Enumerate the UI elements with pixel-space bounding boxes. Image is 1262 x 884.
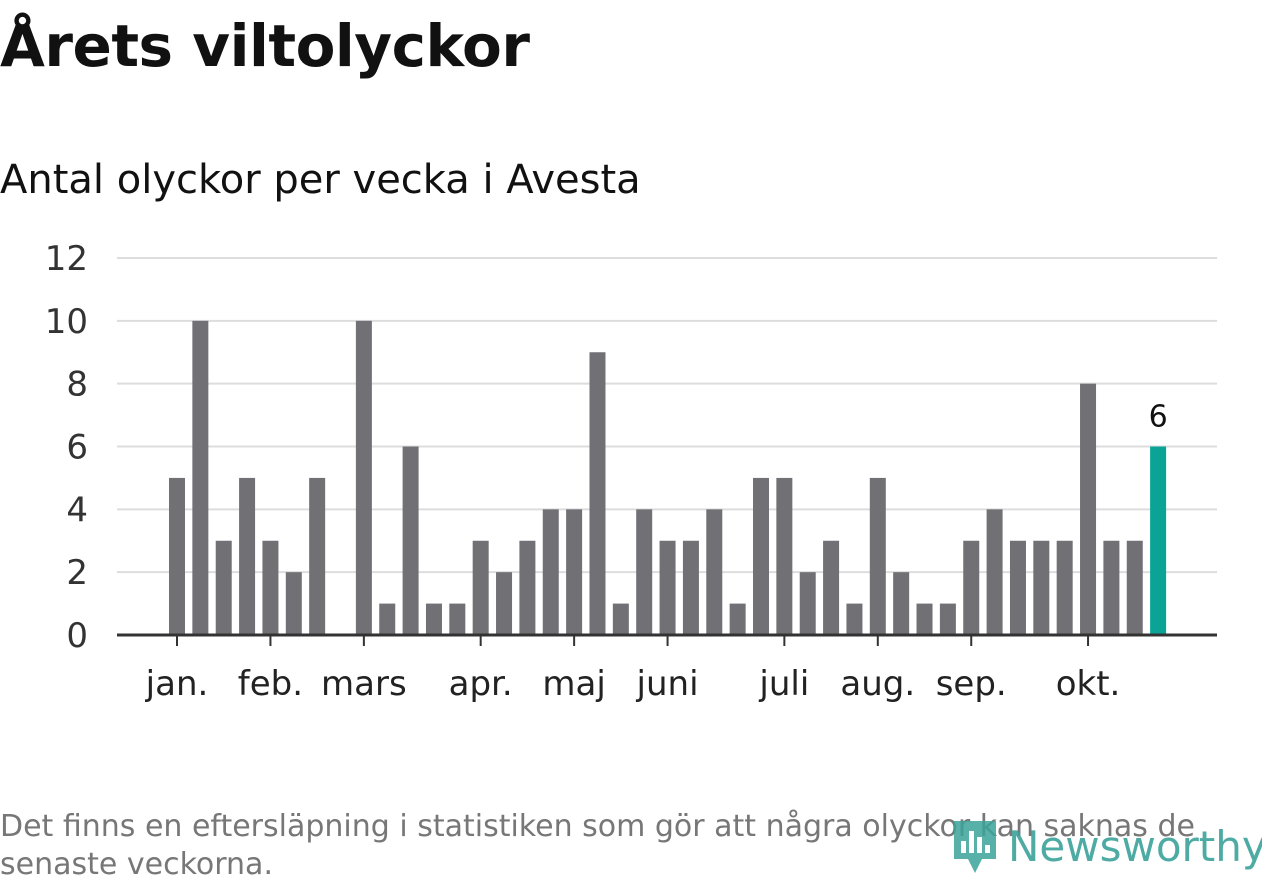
bar: [706, 509, 723, 635]
x-tick-label: mars: [321, 664, 407, 704]
bar-chart-pin-icon: [954, 821, 996, 873]
bar: [192, 320, 209, 635]
bar: [589, 352, 606, 635]
x-tick-label: maj: [542, 664, 605, 704]
bar: [402, 446, 419, 635]
bar: [799, 572, 816, 635]
x-tick-label: sep.: [936, 664, 1007, 704]
bar: [379, 603, 396, 635]
bar: [939, 603, 956, 635]
value-labels: 6: [1149, 400, 1168, 435]
bar: [566, 509, 583, 635]
x-tick-label: jan.: [145, 664, 209, 704]
bar: [682, 540, 699, 635]
bars: [169, 320, 1167, 635]
y-tick-label: 12: [45, 239, 88, 279]
bar: [986, 509, 1003, 635]
x-tick-label: aug.: [840, 664, 915, 704]
x-tick-label: apr.: [449, 664, 513, 704]
x-axis: jan. feb. mars apr. maj juni juli aug. sep. okt.: [117, 633, 1217, 704]
bar: [1056, 540, 1073, 635]
bar: [963, 540, 980, 635]
bar: [496, 572, 513, 635]
bar: [355, 320, 372, 635]
bar: [1126, 540, 1143, 635]
bar: [729, 603, 746, 635]
x-tick-label: okt.: [1056, 664, 1121, 704]
bar: [869, 477, 886, 635]
bar: [916, 603, 933, 635]
x-tick-label: juli: [758, 664, 809, 704]
bar: [1103, 540, 1120, 635]
y-tick-label: 10: [45, 302, 88, 342]
x-tick-label: feb.: [238, 664, 303, 704]
bar: [753, 477, 769, 635]
highlight-value-label: 6: [1149, 400, 1168, 435]
y-tick-label: 2: [66, 553, 88, 593]
bar: [1009, 540, 1026, 635]
bar: [239, 477, 256, 635]
bar: [776, 477, 793, 635]
x-tick-label: juni: [636, 664, 699, 704]
gridlines: [117, 257, 1217, 574]
bar: [636, 509, 653, 635]
bar: [285, 572, 302, 635]
bar: [542, 509, 559, 635]
y-axis-ticks: 0 2 4 6 8 10 12: [45, 239, 88, 656]
bar: [425, 603, 442, 635]
chart-subtitle: Antal olyckor per vecka i Avesta: [0, 157, 641, 203]
y-tick-label: 8: [66, 365, 88, 405]
bar: [262, 540, 279, 635]
bar: [612, 603, 629, 635]
bar: [472, 540, 489, 635]
y-tick-label: 4: [66, 490, 88, 530]
bar: [215, 540, 232, 635]
bar: [169, 477, 185, 635]
bar: [659, 540, 676, 635]
bar: [823, 540, 840, 635]
y-tick-label: 0: [66, 616, 88, 656]
bar-chart: 0 2 4 6 8 10 12 jan. feb. mars apr. maj juni juli aug…: [45, 239, 1217, 704]
newsworthy-logo: Newsworthy: [950, 816, 1262, 878]
bar: [519, 540, 536, 635]
bar-highlight: [1150, 446, 1167, 635]
bar: [893, 572, 910, 635]
bar: [309, 477, 326, 635]
chart-title: Årets viltolyckor: [0, 12, 530, 80]
bar: [1033, 540, 1050, 635]
bar: [449, 603, 466, 635]
y-tick-label: 6: [66, 428, 88, 468]
bar: [846, 603, 863, 635]
logo-text: Newsworthy: [1008, 822, 1262, 871]
bar: [1080, 383, 1097, 635]
